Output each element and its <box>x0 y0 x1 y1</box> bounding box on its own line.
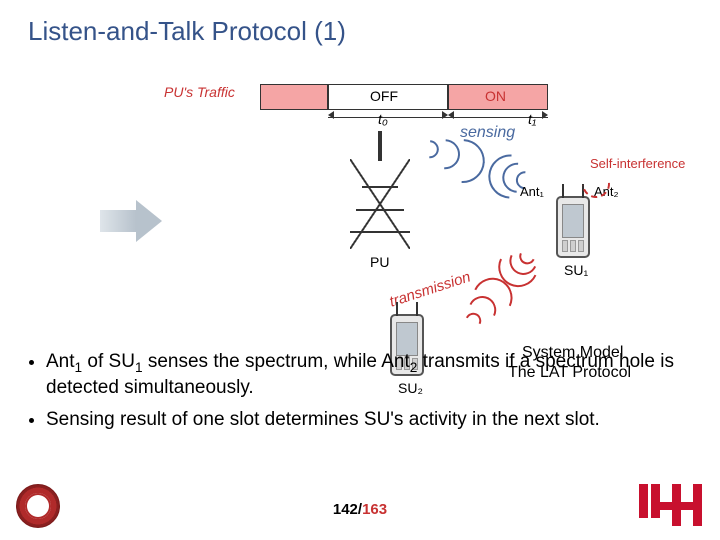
pu-tower-icon <box>350 131 410 251</box>
page-number: 142/163 <box>0 501 720 518</box>
b1-s2: 1 <box>135 360 143 375</box>
system-model-diagram: PU's Traffic OFF ON t₀ t₁ PU <box>150 66 690 366</box>
transmission-label: transmission <box>387 268 472 310</box>
slide-title: Listen-and-Talk Protocol (1) <box>28 16 346 47</box>
su1-label: SU₁ <box>564 262 588 278</box>
emphasis-arrow-icon <box>100 200 162 242</box>
pu-timeline: OFF ON t₀ t₁ <box>260 84 640 124</box>
slide: Listen-and-Talk Protocol (1) PU's Traffi… <box>0 0 720 540</box>
t1-label: t₁ <box>528 111 536 127</box>
timeline-on-label: ON <box>485 88 506 104</box>
self-interference-label: Self-interference <box>590 156 685 171</box>
page-total: 163 <box>362 501 387 518</box>
ant1-label: Ant₁ <box>520 184 544 199</box>
pu-label: PU <box>370 254 389 270</box>
page-current: 142 <box>333 501 358 518</box>
sensing-label: sensing <box>460 124 515 142</box>
bullet-list: Ant1 of SU1 senses the spectrum, while A… <box>28 350 692 439</box>
b1-s1: 1 <box>75 360 83 375</box>
su1-device-icon <box>556 196 590 258</box>
timeline-seg-on-1 <box>260 84 328 110</box>
university-seal-icon <box>16 484 60 528</box>
b1-t2: of SU <box>82 351 135 372</box>
pu-traffic-label: PU's Traffic <box>164 84 235 100</box>
uh-logo-icon <box>639 484 702 526</box>
t0-label: t₀ <box>378 111 388 127</box>
timeline-off-label: OFF <box>370 88 398 104</box>
timeline-span-t0 <box>328 114 448 122</box>
b1-t3: senses the spectrum, while Ant <box>143 351 410 372</box>
bullet-2: Sensing result of one slot determines SU… <box>46 408 692 432</box>
bullet-1: Ant1 of SU1 senses the spectrum, while A… <box>46 350 692 400</box>
b1-t1: Ant <box>46 351 75 372</box>
